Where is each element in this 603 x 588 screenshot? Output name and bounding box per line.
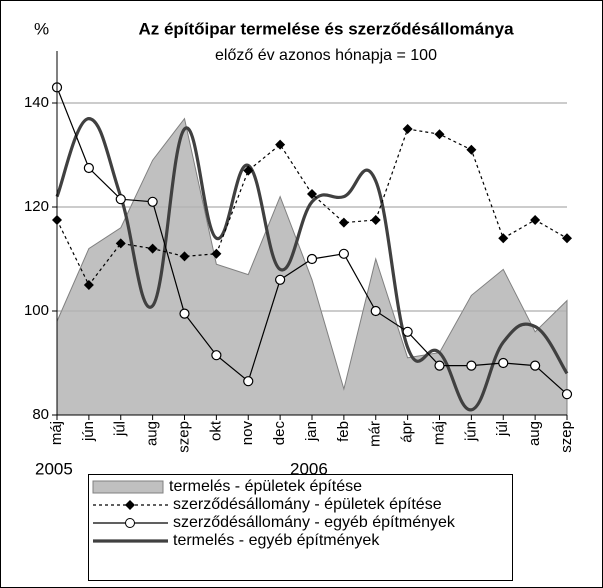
y-tick-label: 120 bbox=[24, 198, 49, 215]
circle-marker bbox=[370, 305, 381, 317]
circle-marker bbox=[306, 253, 318, 265]
diamond-marker bbox=[466, 144, 477, 155]
x-tick-label: júl bbox=[112, 421, 129, 437]
x-tick-label: máj bbox=[430, 421, 447, 445]
circle-marker bbox=[179, 308, 190, 319]
year-label: 2005 bbox=[35, 459, 73, 478]
x-tick-label: feb bbox=[335, 421, 352, 442]
legend-label: szerződésállomány - épületek építése bbox=[173, 496, 442, 513]
diamond-marker bbox=[498, 233, 509, 244]
y-tick-label: 80 bbox=[32, 406, 49, 423]
chart-title: Az építőipar termelése és szerződésállom… bbox=[138, 19, 514, 38]
legend-swatch bbox=[92, 480, 164, 494]
circle-marker bbox=[338, 248, 349, 259]
legend-marker bbox=[125, 518, 135, 528]
diamond-marker bbox=[562, 233, 572, 244]
diamond-marker bbox=[147, 243, 158, 254]
circle-marker bbox=[147, 196, 158, 207]
x-tick-label: szep bbox=[558, 421, 575, 453]
x-tick-label: aug bbox=[144, 421, 161, 446]
y-tick-label: 140 bbox=[24, 94, 49, 111]
diamond-marker bbox=[211, 248, 222, 259]
circle-marker bbox=[211, 350, 222, 361]
x-tick-label: már bbox=[367, 421, 384, 447]
circle-marker bbox=[243, 376, 254, 387]
diamond-marker bbox=[243, 165, 254, 176]
x-tick-label: jún bbox=[462, 421, 479, 442]
legend-label: termelés - egyéb építmények bbox=[173, 532, 380, 549]
circle-marker bbox=[83, 162, 94, 174]
x-tick-label: aug bbox=[526, 421, 543, 446]
diamond-marker bbox=[307, 189, 317, 199]
diamond-marker bbox=[402, 124, 413, 134]
smooth-line bbox=[55, 116, 569, 412]
y-tick-label: 100 bbox=[24, 302, 49, 319]
diamond-marker bbox=[530, 215, 541, 225]
diamond-marker bbox=[370, 215, 381, 225]
legend-label: termelés - épületek építése bbox=[169, 478, 362, 495]
diamond-marker bbox=[434, 129, 445, 140]
circle-marker bbox=[498, 357, 509, 369]
diamond-marker bbox=[275, 139, 286, 150]
x-tick-label: nov bbox=[239, 421, 256, 446]
x-tick-label: jan bbox=[303, 421, 320, 442]
x-tick-label: júl bbox=[494, 421, 511, 437]
x-tick-label: dec bbox=[271, 421, 288, 446]
x-tick-label: jún bbox=[80, 421, 97, 442]
circle-marker bbox=[402, 326, 413, 337]
diamond-marker bbox=[83, 280, 94, 290]
legend-marker bbox=[125, 500, 135, 510]
x-tick-label: máj bbox=[48, 421, 65, 445]
diamond-marker bbox=[115, 238, 126, 249]
y-axis-label: % bbox=[34, 19, 49, 38]
circle-marker bbox=[275, 274, 286, 285]
x-tick-label: okt bbox=[207, 420, 224, 441]
x-tick-label: ápr bbox=[399, 421, 416, 443]
chart-subtitle: előző év azonos hónapja = 100 bbox=[215, 47, 437, 64]
circle-marker bbox=[115, 194, 126, 205]
circle-marker bbox=[434, 360, 445, 371]
x-tick-label: szep bbox=[175, 421, 192, 453]
diamond-marker bbox=[338, 217, 349, 228]
circle-marker bbox=[530, 360, 541, 371]
circle-marker bbox=[561, 389, 573, 400]
year-label: 2006 bbox=[290, 459, 328, 478]
diamond-marker bbox=[179, 251, 190, 262]
legend-label: szerződésállomány - egyéb építmények bbox=[173, 514, 456, 531]
circle-marker bbox=[466, 360, 477, 371]
